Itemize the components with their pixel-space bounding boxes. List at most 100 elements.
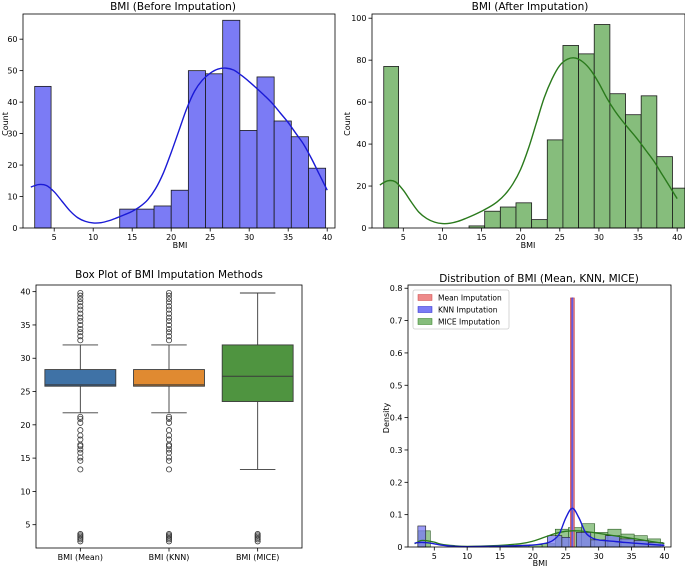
x-tick-label: 20: [528, 552, 538, 561]
outlier-point: [77, 415, 84, 422]
x-tick-label: 5: [401, 233, 406, 242]
x-tick-label: 35: [283, 233, 293, 242]
y-tick-label: 60: [7, 35, 17, 44]
y-tick-label: 0: [397, 543, 402, 552]
y-axis-label: Count: [1, 112, 10, 136]
histogram-bar: [153, 205, 172, 229]
outlier-point: [77, 427, 84, 434]
outlier-point: [77, 317, 84, 324]
x-tick-label: 40: [659, 552, 669, 561]
x-tick-label: 40: [322, 233, 332, 242]
outlier-point: [77, 333, 84, 340]
outlier-point: [165, 427, 172, 434]
chart-title: BMI (After Imputation): [472, 1, 589, 13]
x-tick-label: 35: [626, 552, 636, 561]
x-tick-label: 15: [495, 552, 505, 561]
outlier-point: [165, 413, 172, 420]
x-tick-label: 15: [127, 233, 137, 242]
y-tick-label: 20: [7, 161, 17, 170]
y-tick-label: 0.5: [390, 381, 403, 390]
box-iqr: [221, 344, 294, 402]
y-tick-label: 0: [12, 224, 17, 233]
outlier-point: [165, 329, 172, 336]
y-tick-label: 0.2: [390, 478, 403, 487]
y-tick-label: 5: [25, 521, 30, 530]
outlier-point: [165, 466, 172, 473]
y-tick-label: 10: [20, 487, 30, 496]
y-axis-label: Density: [382, 403, 391, 434]
outlier-point: [165, 321, 172, 328]
y-tick-label: 30: [7, 130, 17, 139]
outlier-point: [77, 310, 84, 317]
outlier-point: [77, 413, 84, 420]
y-tick-label: 25: [20, 388, 30, 397]
legend-label-mean: Mean Imputation: [438, 294, 502, 303]
y-tick-label: 40: [356, 140, 366, 149]
histogram-bar: [187, 70, 206, 229]
histogram-bar-knn: [417, 525, 427, 548]
histogram-bar-knn: [576, 532, 592, 548]
y-tick-label: 80: [356, 56, 366, 65]
kde-line-knn: [414, 507, 665, 548]
outlier-point: [165, 314, 172, 321]
histogram-bar-knn: [547, 535, 563, 548]
x-axis-label: BMI: [521, 241, 536, 250]
legend-swatch-mean: [417, 294, 433, 301]
chart-bmi-before: BMI (Before Imputation) 5 10 15 20 25 30 35 40 0…: [1, 1, 336, 250]
x-tick-label: 30: [594, 552, 604, 561]
outlier-point: [165, 317, 172, 324]
outlier-point: [165, 289, 172, 296]
outlier-point: [165, 292, 172, 299]
y-tick-label: 0.7: [390, 317, 403, 326]
outlier-point: [165, 306, 172, 313]
y-tick-label: 0.8: [390, 284, 403, 293]
histogram-bar: [239, 130, 258, 229]
x-tick-label: 20: [166, 233, 176, 242]
x-tick-label: 40: [672, 233, 682, 242]
outlier-point: [165, 454, 172, 461]
legend-label-knn: KNN Imputation: [438, 306, 498, 315]
histogram-bar: [222, 19, 241, 229]
y-tick-label: 35: [20, 321, 30, 330]
x-tick-label: 25: [205, 233, 215, 242]
histogram-bar: [308, 167, 327, 229]
histogram-bar: [136, 208, 155, 229]
box-iqr: [133, 369, 205, 387]
x-axis-label: BMI: [173, 241, 188, 250]
outlier-point: [254, 531, 261, 538]
x-tick-label: 25: [561, 552, 571, 561]
outlier-point: [77, 419, 84, 426]
x-tick-label: BMI (Mean): [58, 553, 103, 562]
legend-swatch-knn: [417, 306, 433, 313]
outlier-point: [77, 292, 84, 299]
histogram-bar: [562, 45, 579, 229]
outlier-point: [165, 325, 172, 332]
plot-area-frame: [35, 284, 303, 549]
histogram-bar: [625, 114, 642, 229]
outlier-point: [77, 538, 84, 545]
outlier-point: [77, 329, 84, 336]
outlier-point: [165, 538, 172, 545]
x-tick-label: BMI (KNN): [149, 553, 190, 562]
outlier-point: [77, 446, 84, 453]
outlier-point: [77, 337, 84, 344]
x-tick-label: 35: [633, 233, 643, 242]
outlier-point: [77, 295, 84, 302]
x-tick-label: 15: [476, 233, 486, 242]
outlier-point: [165, 310, 172, 317]
x-tick-label: 5: [432, 552, 437, 561]
outlier-point: [165, 419, 172, 426]
histogram-bar: [119, 208, 138, 229]
y-tick-label: 0: [361, 224, 366, 233]
y-tick-label: 40: [20, 288, 30, 297]
legend-frame: [412, 289, 510, 330]
y-tick-label: 0.3: [390, 446, 403, 455]
outlier-point: [165, 432, 172, 439]
outlier-point: [77, 466, 84, 473]
outlier-point: [165, 531, 172, 538]
y-axis-label: Count: [343, 112, 352, 136]
x-tick-label: 30: [594, 233, 604, 242]
chart-title: Box Plot of BMI Imputation Methods: [75, 269, 263, 281]
y-tick-label: 0.4: [390, 414, 403, 423]
